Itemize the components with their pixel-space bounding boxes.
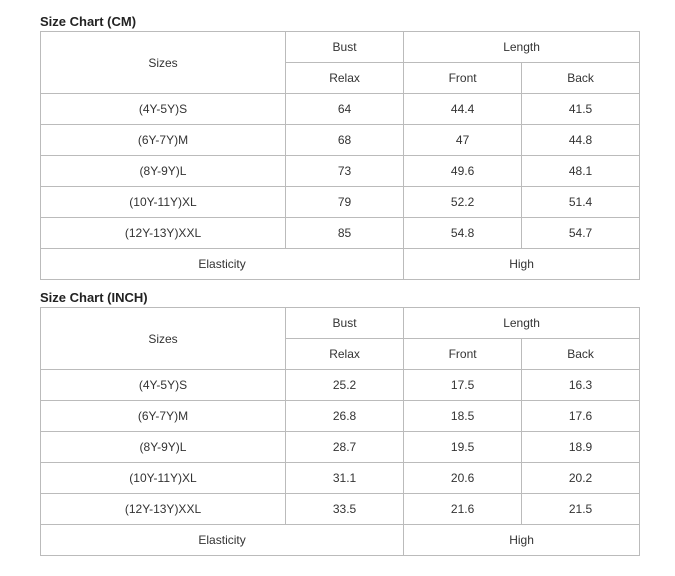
header-length: Length (404, 32, 640, 63)
table-footer-row: Elasticity High (41, 249, 640, 280)
cell-size: (10Y-11Y)XL (41, 463, 286, 494)
header-relax: Relax (285, 63, 403, 94)
cell-back: 17.6 (522, 401, 640, 432)
cell-size: (4Y-5Y)S (41, 370, 286, 401)
header-bust: Bust (285, 308, 403, 339)
cell-back: 20.2 (522, 463, 640, 494)
cell-bust: 79 (285, 187, 403, 218)
size-chart-cm-title: Size Chart (CM) (40, 14, 665, 29)
header-back: Back (522, 63, 640, 94)
header-relax: Relax (285, 339, 403, 370)
table-header-row-1: Sizes Bust Length (41, 32, 640, 63)
cell-back: 44.8 (522, 125, 640, 156)
header-bust: Bust (285, 32, 403, 63)
cell-size: (4Y-5Y)S (41, 94, 286, 125)
cell-bust: 25.2 (285, 370, 403, 401)
cell-back: 18.9 (522, 432, 640, 463)
table-row: (6Y-7Y)M 68 47 44.8 (41, 125, 640, 156)
table-row: (12Y-13Y)XXL 33.5 21.6 21.5 (41, 494, 640, 525)
size-chart-inch-title: Size Chart (INCH) (40, 290, 665, 305)
cell-size: (12Y-13Y)XXL (41, 494, 286, 525)
table-row: (10Y-11Y)XL 31.1 20.6 20.2 (41, 463, 640, 494)
footer-elasticity-value: High (404, 249, 640, 280)
cell-back: 16.3 (522, 370, 640, 401)
cell-back: 54.7 (522, 218, 640, 249)
table-header-row-1: Sizes Bust Length (41, 308, 640, 339)
table-row: (12Y-13Y)XXL 85 54.8 54.7 (41, 218, 640, 249)
cell-bust: 26.8 (285, 401, 403, 432)
cell-bust: 73 (285, 156, 403, 187)
size-chart-inch-table: Sizes Bust Length Relax Front Back (4Y-5… (40, 307, 640, 556)
table-footer-row: Elasticity High (41, 525, 640, 556)
cell-front: 17.5 (404, 370, 522, 401)
cell-bust: 64 (285, 94, 403, 125)
table-row: (4Y-5Y)S 64 44.4 41.5 (41, 94, 640, 125)
cell-front: 20.6 (404, 463, 522, 494)
cell-front: 54.8 (404, 218, 522, 249)
table-row: (8Y-9Y)L 28.7 19.5 18.9 (41, 432, 640, 463)
cell-front: 52.2 (404, 187, 522, 218)
size-chart-cm-table: Sizes Bust Length Relax Front Back (4Y-5… (40, 31, 640, 280)
cell-back: 21.5 (522, 494, 640, 525)
table-row: (8Y-9Y)L 73 49.6 48.1 (41, 156, 640, 187)
cell-front: 44.4 (404, 94, 522, 125)
header-sizes: Sizes (41, 308, 286, 370)
header-sizes: Sizes (41, 32, 286, 94)
header-length: Length (404, 308, 640, 339)
footer-elasticity-label: Elasticity (41, 525, 404, 556)
table-row: (4Y-5Y)S 25.2 17.5 16.3 (41, 370, 640, 401)
cell-back: 48.1 (522, 156, 640, 187)
cell-front: 49.6 (404, 156, 522, 187)
cell-bust: 85 (285, 218, 403, 249)
cell-size: (10Y-11Y)XL (41, 187, 286, 218)
table-row: (6Y-7Y)M 26.8 18.5 17.6 (41, 401, 640, 432)
footer-elasticity-value: High (404, 525, 640, 556)
cell-back: 51.4 (522, 187, 640, 218)
cell-front: 21.6 (404, 494, 522, 525)
cell-front: 18.5 (404, 401, 522, 432)
cell-bust: 33.5 (285, 494, 403, 525)
header-front: Front (404, 339, 522, 370)
cell-size: (6Y-7Y)M (41, 125, 286, 156)
header-back: Back (522, 339, 640, 370)
cell-bust: 28.7 (285, 432, 403, 463)
cell-size: (8Y-9Y)L (41, 432, 286, 463)
cell-size: (8Y-9Y)L (41, 156, 286, 187)
cell-bust: 68 (285, 125, 403, 156)
cell-size: (6Y-7Y)M (41, 401, 286, 432)
header-front: Front (404, 63, 522, 94)
cell-front: 19.5 (404, 432, 522, 463)
cell-bust: 31.1 (285, 463, 403, 494)
table-row: (10Y-11Y)XL 79 52.2 51.4 (41, 187, 640, 218)
cell-back: 41.5 (522, 94, 640, 125)
cell-size: (12Y-13Y)XXL (41, 218, 286, 249)
footer-elasticity-label: Elasticity (41, 249, 404, 280)
cell-front: 47 (404, 125, 522, 156)
